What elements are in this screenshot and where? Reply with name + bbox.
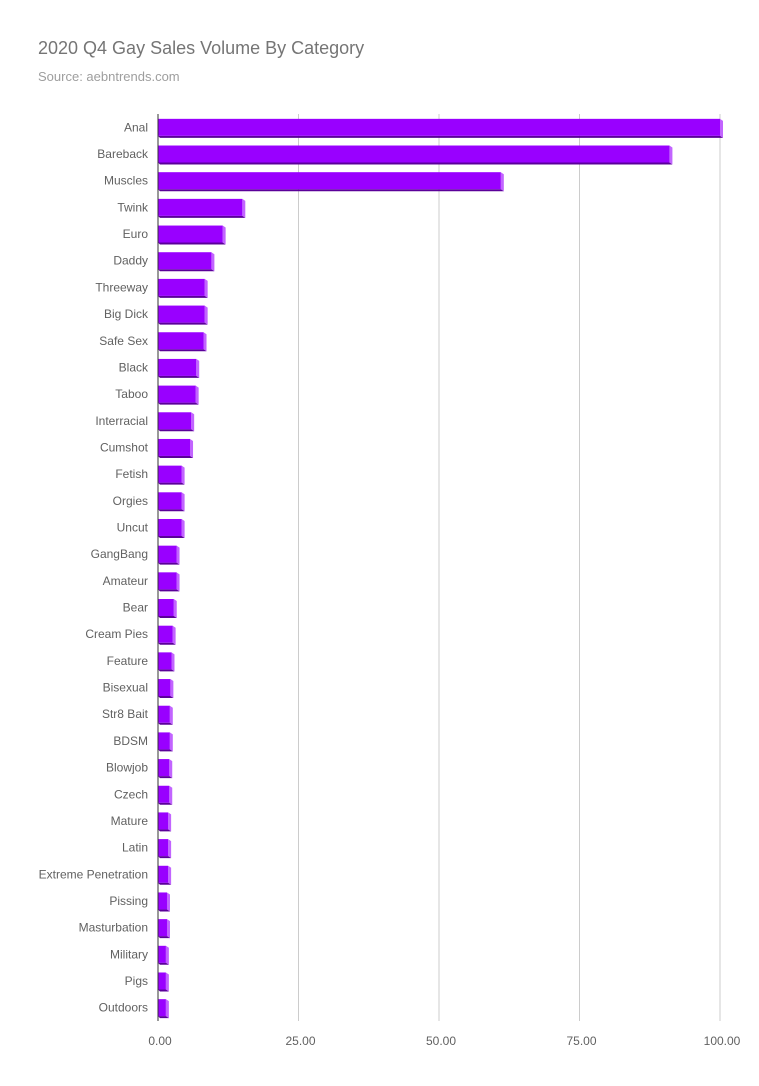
category-label: Bareback [97,147,149,161]
x-tick-label: 25.00 [285,1034,315,1048]
bar [158,518,185,538]
category-label: Latin [122,841,148,855]
category-label: Military [110,947,148,961]
bar [158,759,173,779]
bar [158,785,173,805]
category-label: Uncut [117,520,149,534]
category-label: Mature [111,814,149,828]
category-label: GangBang [91,547,148,561]
category-label: Outdoors [99,1001,148,1015]
bar [158,999,169,1019]
bar [158,198,246,218]
x-tick-label: 75.00 [566,1034,596,1048]
x-tick-label: 0.00 [148,1034,172,1048]
bar [158,332,207,352]
bar [158,705,173,725]
x-tick-label: 100.00 [704,1034,741,1048]
bar [158,679,174,699]
category-label: Masturbation [79,921,148,935]
bar [158,599,177,619]
bar [158,545,180,565]
bar [158,438,194,458]
category-label: Pissing [109,894,148,908]
category-label: Pigs [125,974,148,988]
category-label: Fetish [115,467,148,481]
category-label: Twink [117,200,149,214]
category-label: Orgies [113,494,148,508]
category-label: Amateur [103,574,148,588]
chart-title: 2020 Q4 Gay Sales Volume By Category [38,38,365,58]
category-label: BDSM [113,734,148,748]
bar [158,412,195,432]
x-tick-label: 50.00 [426,1034,456,1048]
bar [158,118,723,138]
bar [158,652,175,672]
category-label: Euro [123,227,149,241]
bar [158,865,172,885]
bar [158,172,504,192]
bar [158,572,180,592]
bar [158,972,169,992]
bar [158,465,185,485]
category-label: Anal [124,120,148,134]
category-label: Threeway [95,280,148,294]
category-label: Taboo [115,387,148,401]
bar [158,358,200,378]
bar [158,305,208,325]
category-label: Bisexual [103,681,148,695]
category-label: Feature [107,654,149,668]
bar [158,919,170,939]
category-label: Blowjob [106,761,148,775]
category-label: Daddy [113,254,148,268]
bar [158,625,176,645]
bar [158,385,199,405]
category-label: Interracial [95,414,148,428]
category-label: Czech [114,787,148,801]
category-label: Bear [123,601,148,615]
category-label: Cream Pies [85,627,148,641]
category-label: Safe Sex [99,334,148,348]
bar [158,812,172,832]
bar [158,252,215,272]
bar [158,839,172,859]
bar [158,278,208,298]
chart-subtitle: Source: aebntrends.com [38,69,180,84]
category-label: Big Dick [104,307,149,321]
category-label: Black [119,360,149,374]
bar [158,945,169,965]
bar [158,892,170,912]
bar [158,492,185,512]
bar [158,225,226,245]
category-label: Extreme Penetration [39,867,148,881]
category-label: Str8 Bait [102,707,149,721]
category-label: Cumshot [100,440,149,454]
bar [158,145,673,165]
bar [158,732,173,752]
category-label: Muscles [104,174,148,188]
